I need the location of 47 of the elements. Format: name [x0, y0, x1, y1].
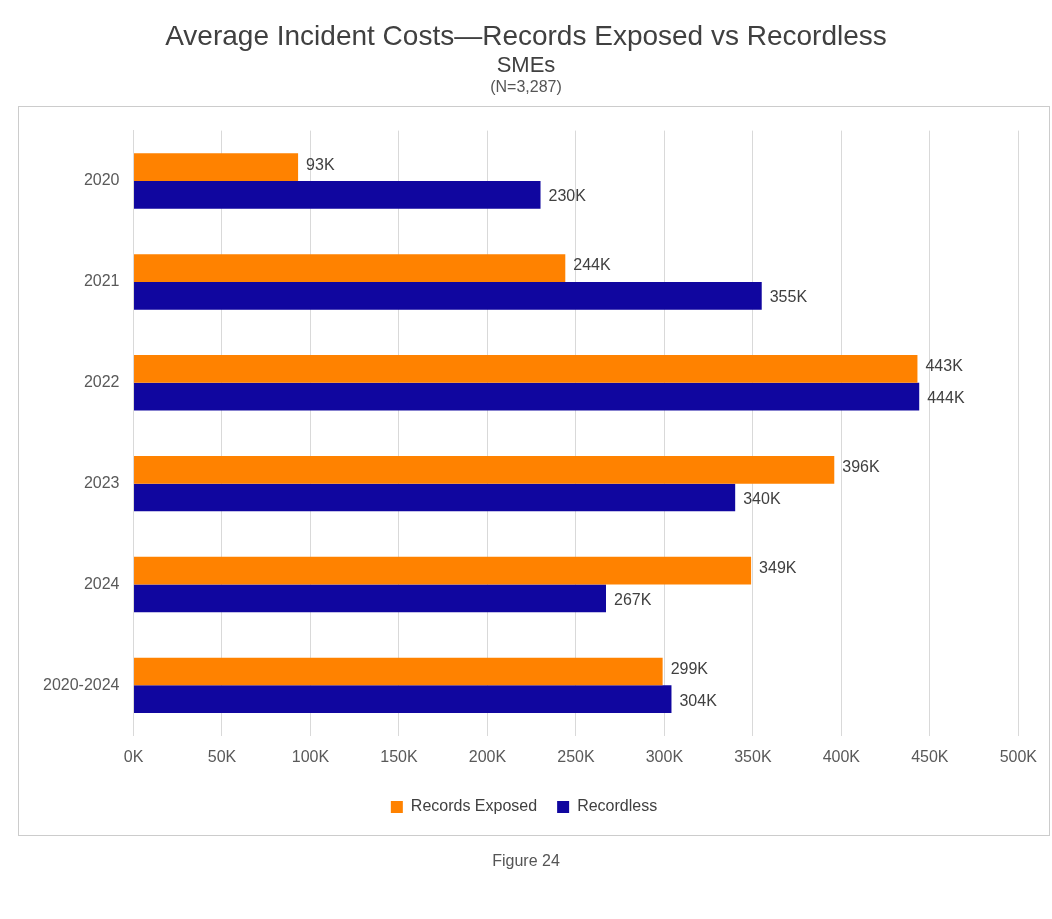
x-tick-label: 200K: [468, 747, 507, 765]
x-tick-label: 250K: [557, 747, 595, 765]
bar: [134, 382, 920, 411]
bar: [134, 153, 299, 182]
bar: [134, 483, 736, 512]
x-tick-label: 150K: [380, 747, 418, 765]
legend-label: Records Exposed: [410, 797, 538, 815]
bar: [134, 254, 566, 282]
data-label: 340K: [743, 489, 781, 507]
bar: [134, 355, 918, 383]
bar: [134, 657, 663, 686]
data-label: 230K: [548, 187, 587, 205]
bar: [134, 281, 762, 310]
data-label: 444K: [927, 389, 965, 407]
bar: [134, 455, 835, 484]
bar: [134, 685, 672, 714]
x-tick-label: 450K: [911, 747, 949, 765]
text: (N=3,287): [489, 78, 563, 96]
x-tick-label: 350K: [734, 747, 772, 765]
bar: [134, 556, 752, 585]
data-label: 93K: [306, 155, 335, 173]
caption: Figure 24: [491, 852, 561, 870]
x-tick-label: 400K: [822, 747, 861, 765]
chart-subtitle: SMEs: [495, 52, 557, 78]
data-label: 355K: [769, 288, 808, 306]
y-tick-label: 2024: [83, 574, 120, 592]
bar: [134, 584, 606, 613]
x-tick-label: 100K: [291, 747, 330, 765]
y-tick-label: 2022: [83, 373, 120, 391]
chart-title: Average Incident Costs—Records Exposed vs Recordless: [164, 20, 888, 52]
x-tick-label: 300K: [645, 747, 684, 765]
y-tick-label: 2021: [83, 272, 120, 290]
data-label: 299K: [670, 659, 709, 677]
y-tick-label: 2020-2024: [43, 675, 120, 693]
x-tick-label: 500K: [999, 747, 1038, 765]
x-tick-label: 0K: [123, 747, 144, 765]
y-tick-label: 2023: [83, 474, 120, 492]
data-label: 396K: [842, 458, 880, 476]
data-label: 244K: [573, 256, 611, 274]
x-tick-label: 50K: [207, 747, 237, 765]
y-tick-label: 2020: [83, 171, 120, 189]
data-label: 304K: [679, 691, 718, 709]
legend-label: Recordless: [577, 797, 658, 815]
data-label: 349K: [759, 559, 797, 577]
bar: [134, 181, 541, 209]
data-label: 267K: [614, 590, 652, 608]
data-label: 443K: [925, 357, 964, 375]
